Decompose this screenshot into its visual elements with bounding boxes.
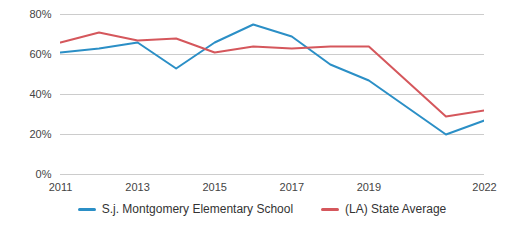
- svg-text:2011: 2011: [49, 181, 73, 193]
- svg-text:2022: 2022: [472, 181, 496, 193]
- svg-text:40%: 40%: [29, 88, 51, 100]
- svg-text:2017: 2017: [280, 181, 304, 193]
- svg-text:2019: 2019: [357, 181, 381, 193]
- html-text:S.j. Montgomery Elementary Sch: S.j. Montgomery Elementary School: [101, 202, 294, 216]
- svg-text:20%: 20%: [29, 128, 51, 140]
- svg-text:80%: 80%: [29, 8, 51, 20]
- svg-text:2013: 2013: [125, 181, 149, 193]
- svg-text:2015: 2015: [202, 181, 226, 193]
- svg-text:60%: 60%: [29, 48, 51, 60]
- html-text:(LA) State Average: (LA) State Average: [345, 202, 447, 216]
- svg-text:0%: 0%: [36, 168, 52, 180]
